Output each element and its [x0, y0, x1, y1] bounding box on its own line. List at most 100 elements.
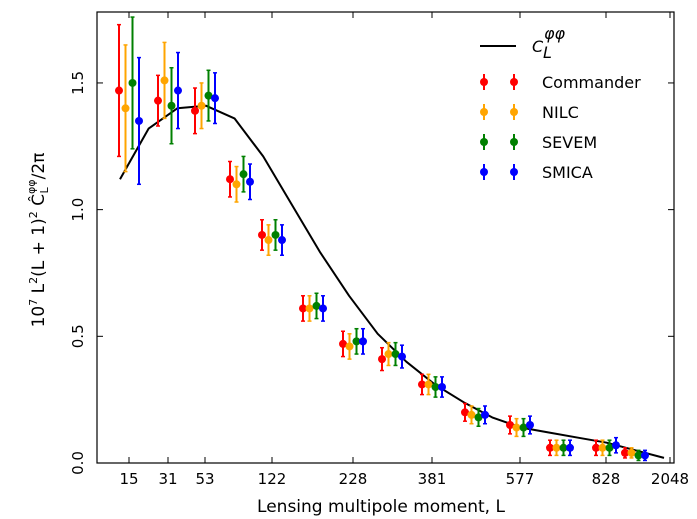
- data-point: [519, 423, 528, 432]
- data-point: [211, 94, 219, 103]
- data-point: [621, 448, 629, 457]
- data-point: [461, 408, 469, 417]
- x-tick-label: 577: [506, 470, 535, 488]
- x-tick-label: 53: [195, 470, 214, 488]
- data-point: [128, 78, 137, 87]
- x-tick-labels: 15 31 53 122 228 381 577 828 2048: [119, 470, 689, 488]
- data-point: [352, 337, 361, 346]
- data-point: [115, 86, 123, 95]
- legend-label: Commander: [542, 73, 641, 92]
- data-point: [467, 410, 476, 419]
- y-tick-labels: 0.0 0.5 1.0 1.5: [69, 71, 87, 475]
- data-point: [239, 170, 248, 179]
- data-point: [154, 96, 162, 105]
- data-point: [546, 443, 554, 452]
- legend-item-smica: SMICA: [480, 163, 593, 182]
- y-tick-label: 0.0: [69, 451, 87, 475]
- data-point: [612, 441, 620, 450]
- data-point: [264, 236, 273, 245]
- data-point: [598, 443, 607, 452]
- data-point: [359, 337, 367, 346]
- data-point: [627, 448, 636, 457]
- data-point: [191, 106, 199, 115]
- x-tick-label: 31: [158, 470, 177, 488]
- data-point: [384, 350, 393, 359]
- y-tick-label: 1.0: [69, 198, 87, 222]
- data-point: [641, 451, 649, 460]
- data-point: [634, 451, 643, 460]
- theory-curve-layer: [119, 104, 665, 459]
- series-nilc: [121, 41, 636, 459]
- data-point: [431, 382, 440, 391]
- data-point: [226, 175, 234, 184]
- data-point: [605, 443, 614, 452]
- x-tick-label: 828: [592, 470, 621, 488]
- data-point: [398, 352, 406, 361]
- legend-label: NILC: [542, 103, 579, 122]
- x-tick-label: 122: [258, 470, 287, 488]
- data-point: [424, 380, 433, 389]
- data-point: [121, 104, 130, 113]
- data-point: [135, 116, 143, 125]
- y-axis-label: 107 L2(L + 1)2 ĈφφL/2π: [25, 153, 51, 328]
- data-point: [474, 413, 483, 422]
- data-point: [305, 304, 314, 313]
- data-point: [345, 342, 354, 351]
- data-point: [481, 410, 489, 419]
- legend-curve-label: C: [532, 37, 544, 56]
- data-points-layer: [115, 16, 649, 462]
- data-point: [391, 350, 400, 359]
- data-point: [246, 177, 254, 186]
- data-point: [438, 382, 446, 391]
- plot-frame: [96, 11, 675, 464]
- legend-marker: [480, 108, 488, 116]
- axis-ticks: [97, 12, 674, 464]
- legend-item-commander: Commander: [480, 73, 641, 92]
- x-tick-label: 228: [339, 470, 368, 488]
- theory-curve: [119, 104, 665, 459]
- data-point: [526, 420, 534, 429]
- legend-curve-label-sub: L: [543, 43, 552, 62]
- legend-marker: [480, 168, 488, 176]
- x-tick-label: 15: [119, 470, 138, 488]
- series-commander: [115, 23, 629, 459]
- data-point: [278, 236, 286, 245]
- data-point: [506, 420, 514, 429]
- data-point: [566, 443, 574, 452]
- y-tick-label: 1.5: [69, 71, 87, 95]
- data-point: [559, 443, 568, 452]
- legend-marker: [510, 168, 518, 176]
- legend-label: SEVEM: [542, 133, 597, 152]
- data-point: [552, 443, 561, 452]
- legend-marker: [510, 138, 518, 146]
- series-smica: [135, 51, 649, 462]
- x-tick-label: 381: [418, 470, 447, 488]
- data-point: [204, 91, 213, 100]
- data-point: [167, 101, 176, 110]
- data-point: [299, 304, 307, 313]
- legend-label: SMICA: [542, 163, 593, 182]
- data-point: [197, 101, 206, 110]
- y-tick-label: 0.5: [69, 324, 87, 348]
- legend-marker: [510, 108, 518, 116]
- svg-text:107 L2(L + 1)2 ĈφφL/2π: 107 L2(L + 1)2 ĈφφL/2π: [25, 153, 51, 328]
- data-point: [339, 339, 347, 348]
- legend-curve-label-sup: φφ: [544, 24, 566, 43]
- legend-item-sevem: SEVEM: [480, 133, 597, 152]
- legend-marker: [480, 138, 488, 146]
- legend-marker: [510, 78, 518, 86]
- series-sevem: [128, 16, 643, 462]
- data-point: [271, 230, 280, 239]
- data-point: [592, 443, 600, 452]
- data-point: [232, 180, 241, 189]
- data-point: [418, 380, 426, 389]
- data-point: [174, 86, 182, 95]
- legend-marker: [480, 78, 488, 86]
- legend-item-nilc: NILC: [480, 103, 579, 122]
- data-point: [312, 301, 321, 310]
- data-point: [258, 230, 266, 239]
- data-point: [512, 423, 521, 432]
- legend-items: Commander NILC SEVEM SMICA: [480, 73, 641, 182]
- x-tick-label: 2048: [651, 470, 689, 488]
- data-point: [319, 304, 327, 313]
